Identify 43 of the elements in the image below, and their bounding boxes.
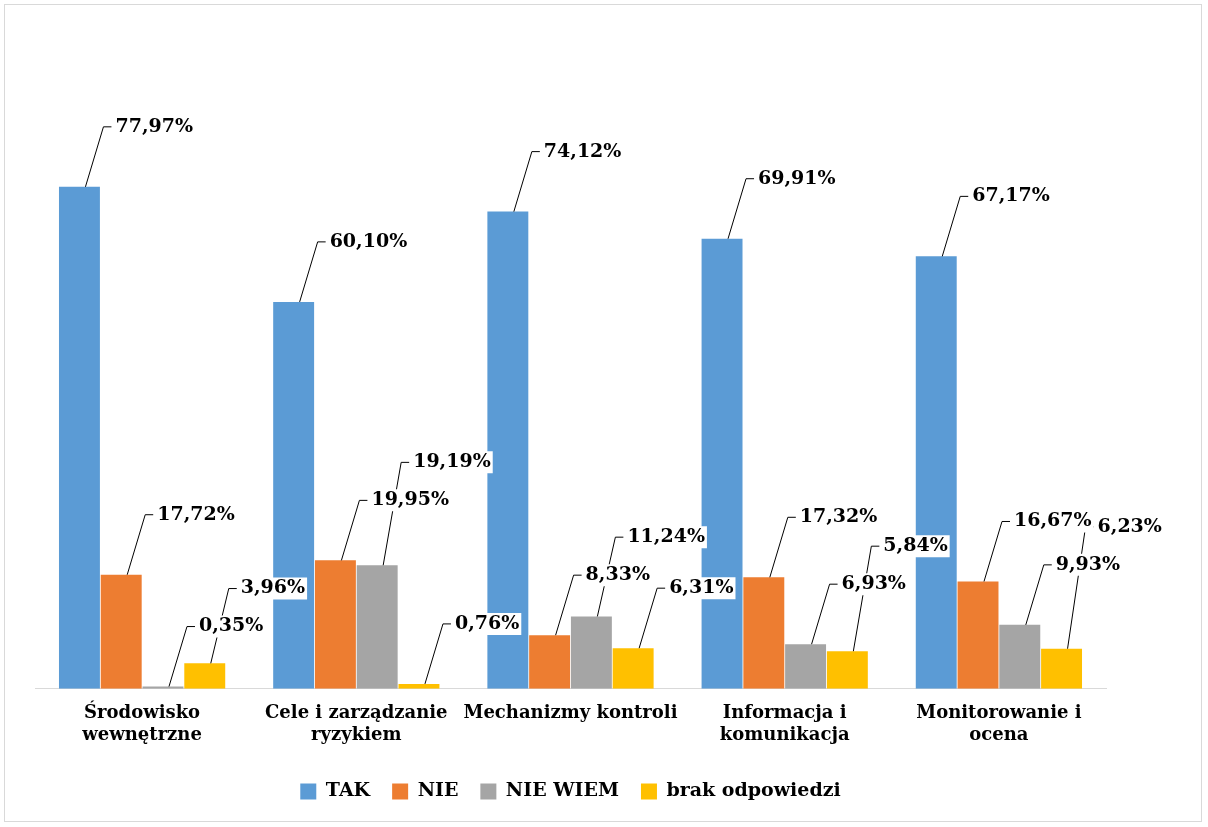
data-label: 69,91% — [758, 165, 836, 188]
data-label: 0,35% — [198, 613, 264, 636]
data-label: 17,72% — [157, 501, 235, 524]
legend-label: NIE — [417, 778, 459, 801]
bar — [1041, 648, 1083, 689]
legend-label: TAK — [325, 778, 372, 801]
data-label: 9,93% — [1055, 551, 1121, 574]
data-label: 67,17% — [972, 183, 1050, 206]
data-label: 19,95% — [371, 487, 449, 510]
bar — [826, 651, 868, 689]
bar — [529, 635, 571, 689]
data-label: 6,93% — [841, 571, 906, 594]
bar — [570, 616, 612, 689]
legend-label: brak odpowiedzi — [666, 778, 841, 801]
bar — [957, 581, 999, 689]
data-label: 6,23% — [1097, 513, 1162, 536]
x-tick-label: Monitorowanie i ocena — [916, 701, 1082, 744]
data-label: 3,96% — [240, 575, 306, 598]
data-label: 6,31% — [669, 575, 734, 598]
bar — [100, 574, 142, 689]
bar — [785, 644, 827, 689]
data-label: 8,33% — [585, 562, 650, 585]
data-label: 0,76% — [454, 610, 520, 633]
data-label: 17,32% — [799, 504, 878, 527]
data-label: 5,84% — [883, 533, 948, 556]
data-label: 11,24% — [627, 524, 705, 547]
x-tick-label: Informacja i komunikacja — [719, 701, 850, 744]
bar — [184, 663, 226, 689]
data-label: 60,10% — [329, 228, 408, 251]
bar — [356, 565, 398, 689]
bar — [314, 560, 356, 689]
bar — [58, 186, 100, 689]
legend-label: NIE WIEM — [505, 778, 619, 801]
x-tick-label: Mechanizmy kontroli — [463, 701, 678, 723]
bar — [612, 648, 654, 689]
data-label: 16,67% — [1014, 508, 1092, 531]
data-label: 19,19% — [413, 449, 491, 472]
bar — [999, 624, 1041, 689]
data-label: 74,12% — [543, 138, 622, 161]
bar — [743, 577, 785, 689]
data-label: 77,97% — [115, 113, 194, 136]
x-tick-label: Cele i zarządzanie ryzykiem — [265, 701, 448, 744]
x-tick-label: Środowisko wewnętrzne — [81, 700, 202, 744]
